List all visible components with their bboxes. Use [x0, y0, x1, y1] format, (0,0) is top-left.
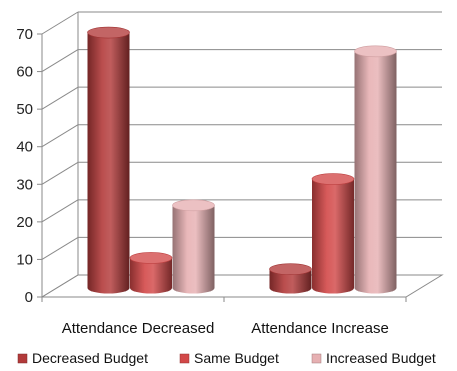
category-label: Attendance Decreased — [62, 320, 215, 337]
gridline-side — [41, 11, 79, 35]
category-labels: Attendance Decreased Attendance Increase — [62, 320, 389, 337]
y-axis-ticks: 0 10 20 30 40 50 60 70 — [16, 26, 42, 306]
legend-swatch — [311, 353, 322, 364]
gridline-side — [41, 161, 79, 185]
y-tick-label: 30 — [16, 176, 33, 193]
legend: Decreased Budget Same Budget Increased Bud… — [17, 350, 436, 366]
bar — [87, 26, 130, 294]
y-tick-label: 20 — [16, 214, 33, 231]
legend-label: Decreased Budget — [32, 350, 148, 366]
gridline-side — [41, 86, 79, 110]
gridline-side — [41, 199, 79, 223]
bar — [129, 252, 173, 294]
legend-swatch — [17, 353, 28, 364]
legend-label: Same Budget — [194, 350, 279, 366]
bar — [269, 263, 312, 294]
y-tick-label: 40 — [16, 139, 33, 156]
bars — [87, 26, 397, 294]
bar — [172, 199, 215, 294]
y-tick-label: 10 — [16, 251, 33, 268]
legend-swatch — [179, 353, 190, 364]
gridline-side — [41, 124, 79, 148]
y-tick-label: 60 — [16, 64, 33, 81]
gridline-side — [41, 237, 79, 260]
y-tick-label: 70 — [16, 26, 33, 43]
gridline-side — [41, 274, 79, 298]
bar — [311, 173, 355, 294]
legend-label: Increased Budget — [326, 350, 436, 366]
category-label: Attendance Increase — [251, 320, 389, 337]
y-tick-label: 50 — [16, 101, 33, 118]
bar — [354, 45, 397, 294]
gridline-side — [41, 49, 79, 72]
y-tick-label: 0 — [25, 289, 33, 306]
